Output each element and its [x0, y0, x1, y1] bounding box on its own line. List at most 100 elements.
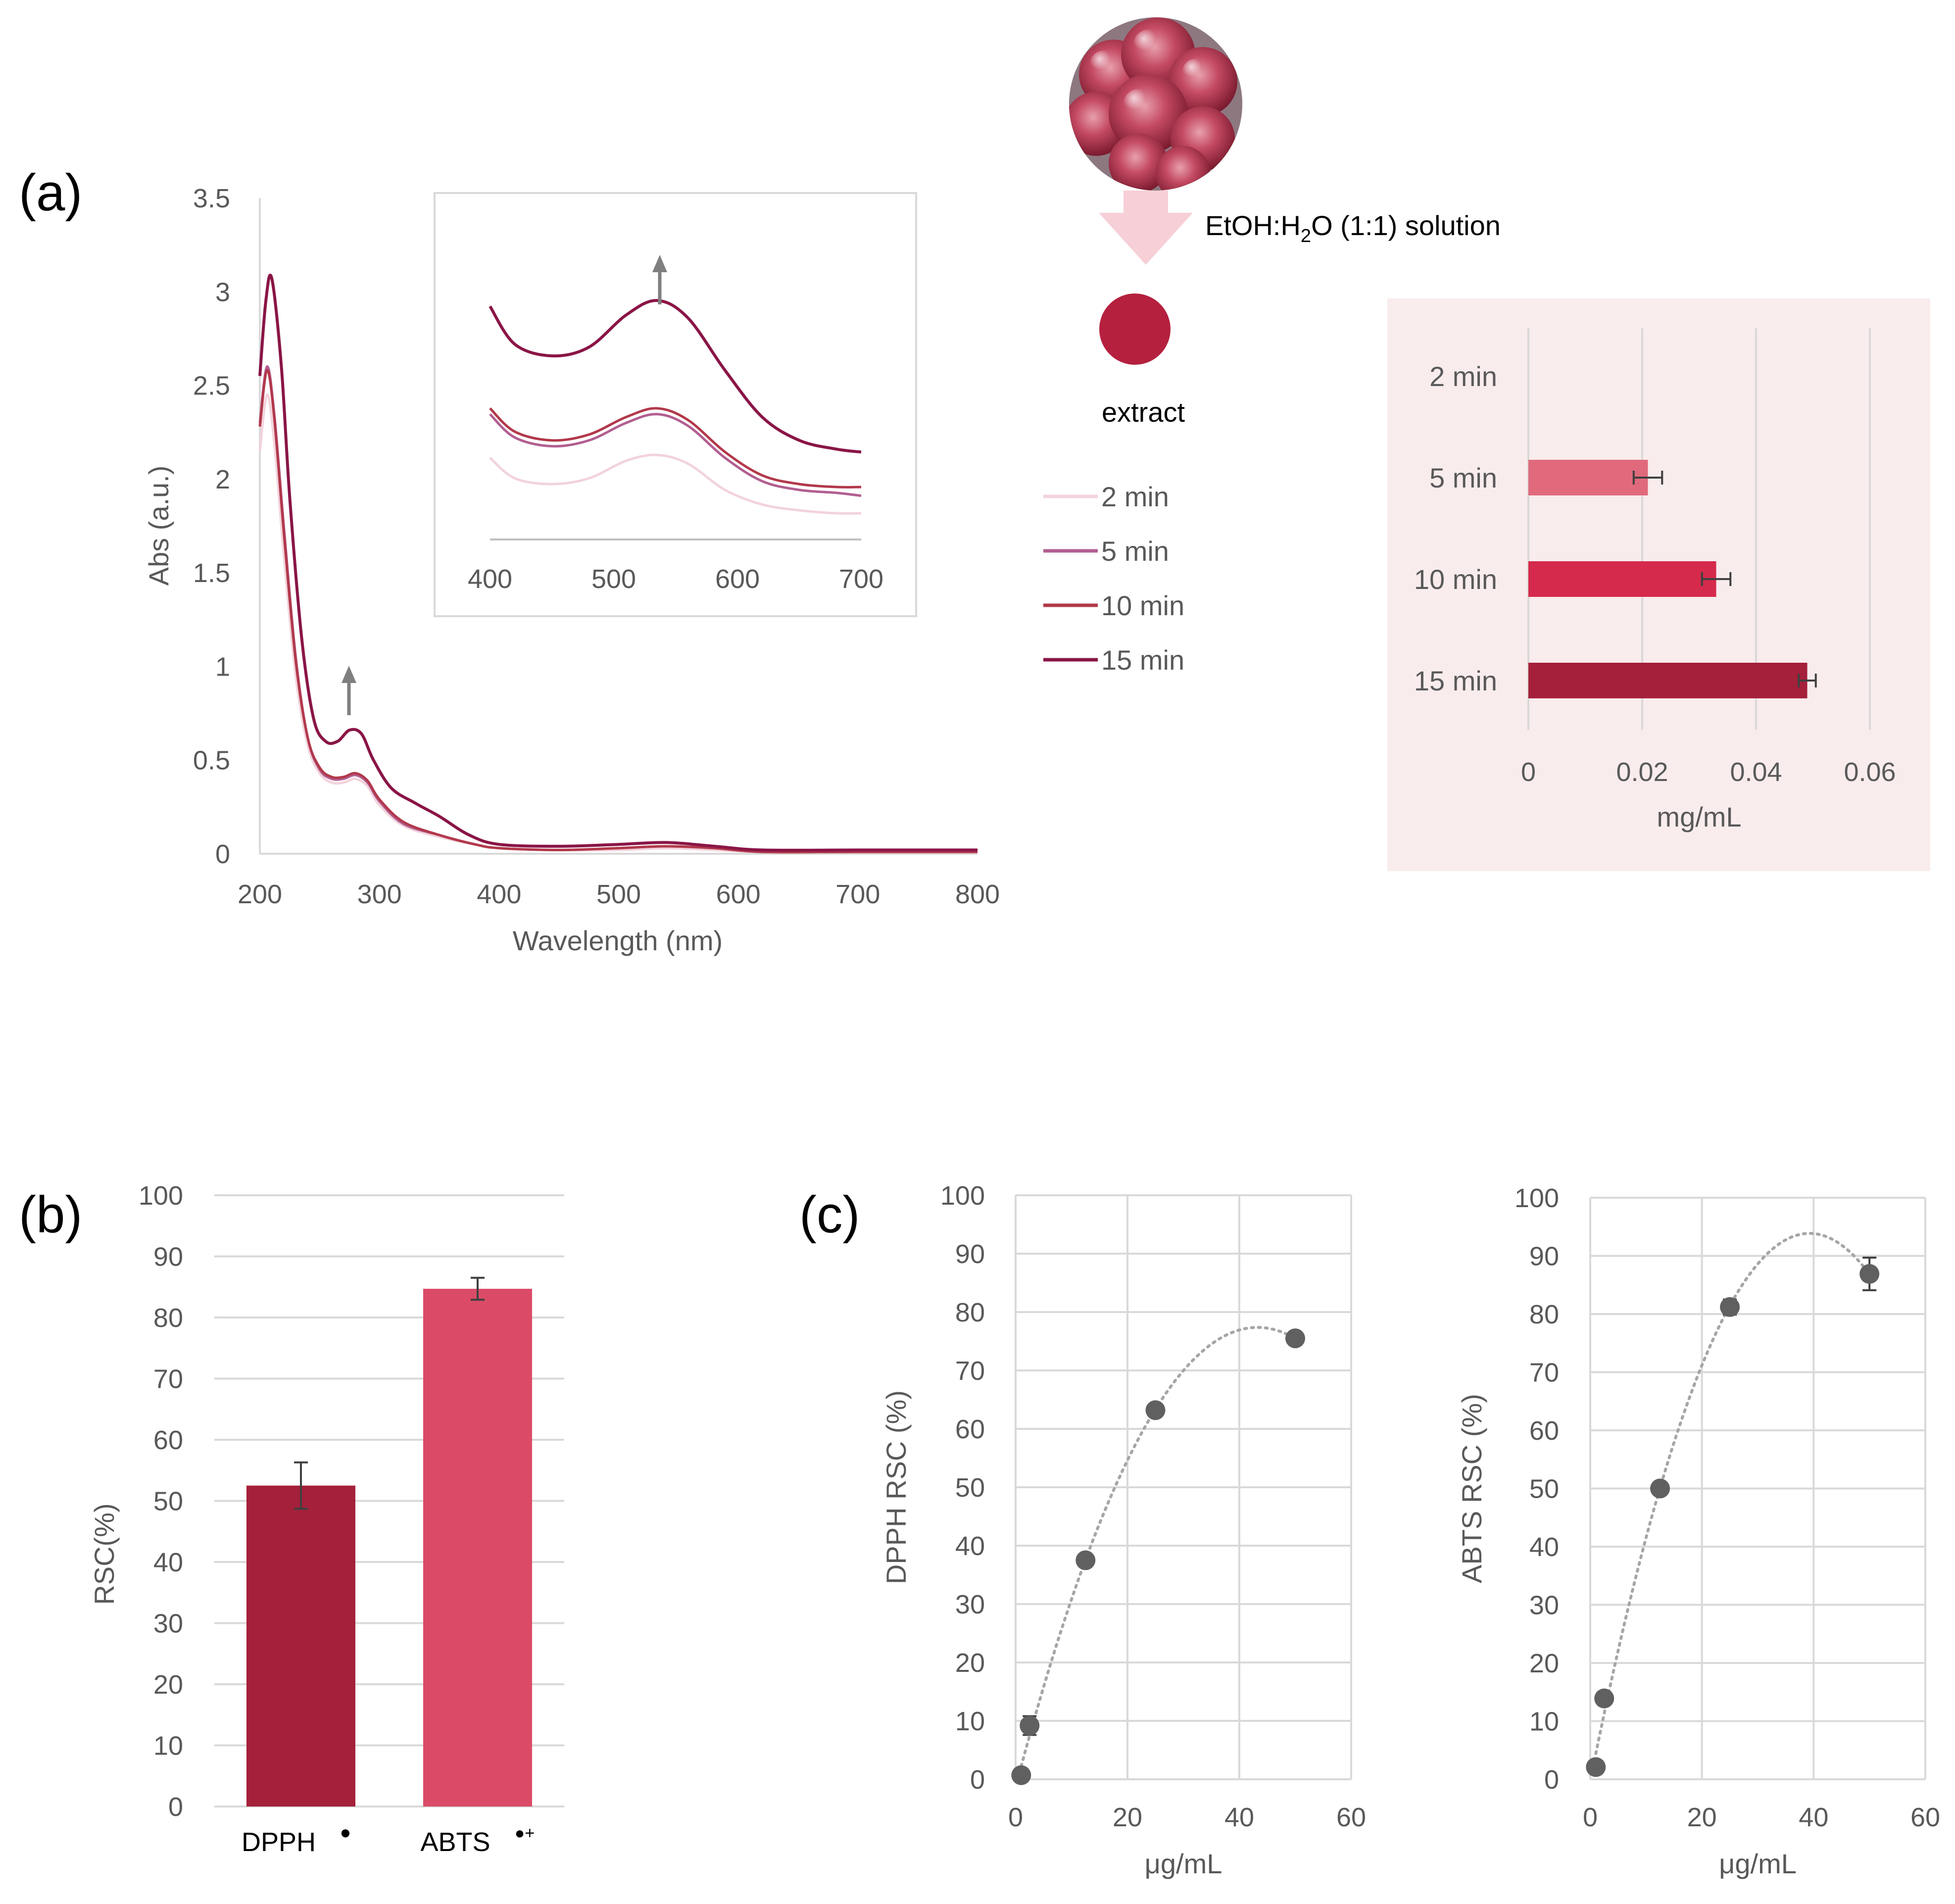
solution-label: EtOH:H2O (1:1) solution: [1205, 210, 1501, 246]
uv-vis-chart: 0 0.5 1 1.5 2 2.5 3 3.5 200 300 400 500 600 700 800 W…: [143, 184, 1184, 956]
extract-label: extract: [1102, 396, 1185, 428]
inset-x-tick-label: 600: [715, 564, 760, 594]
dose-y-tick-label: 80: [1529, 1300, 1559, 1329]
dose-y-tick-label: 40: [1529, 1532, 1559, 1562]
legend-label: 5 min: [1101, 536, 1169, 567]
dose-y-tick-label: 50: [1529, 1474, 1559, 1504]
panel-label-c: (c): [799, 1186, 860, 1244]
rsc-y-tick-label: 50: [153, 1487, 183, 1516]
inset-x-tick-label: 700: [839, 564, 883, 594]
dose-y-tick-label: 100: [1515, 1183, 1559, 1213]
uv-x-tick-label: 200: [238, 879, 282, 909]
dose-y-tick-label: 90: [1529, 1242, 1559, 1271]
dose-y-tick-label: 90: [955, 1239, 985, 1269]
uv-x-tick-label: 700: [835, 879, 880, 909]
dose-y-tick-label: 20: [955, 1648, 985, 1678]
dose-y-tick-label: 60: [1529, 1416, 1559, 1446]
content-bar: [1528, 460, 1648, 495]
uv-x-tick-label: 800: [955, 879, 1000, 909]
panel-label-a: (a): [19, 164, 82, 222]
extract-drop: [1099, 293, 1171, 365]
dose-y-tick-label: 60: [955, 1415, 985, 1444]
inset-series-line: [489, 413, 862, 497]
dose-y-tick-label: 0: [970, 1765, 985, 1795]
legend-label: 15 min: [1101, 644, 1184, 676]
content-bar: [1528, 663, 1808, 698]
panel-label-b: (b): [19, 1186, 82, 1244]
rsc-category-label: DPPH: [242, 1827, 316, 1857]
dose-y-axis-title: DPPH RSC (%): [880, 1390, 912, 1584]
dose-point: [1011, 1765, 1031, 1785]
rsc-error-bar: [294, 1461, 308, 1510]
dpph-dose-chart: 0 10 20 30 40 50 60 70 80 90 100 0 20 40 60 μg/mL DPPH R…: [880, 1181, 1366, 1879]
rsc-y-axis-title: RSC(%): [89, 1503, 120, 1605]
uv-y-tick-label: 3: [215, 277, 230, 307]
dose-point: [1285, 1328, 1305, 1349]
down-arrow: [1099, 191, 1193, 265]
uv-y-tick-label: 1: [215, 652, 230, 682]
content-category-label: 10 min: [1414, 564, 1497, 595]
content-error-bar: [1701, 572, 1732, 586]
legend-label: 10 min: [1101, 590, 1184, 621]
rsc-y-tick-label: 100: [139, 1181, 183, 1211]
rsc-y-tick-label: 80: [153, 1303, 183, 1333]
uv-x-axis-title: Wavelength (nm): [513, 925, 723, 956]
dose-x-tick-label: 60: [1336, 1803, 1366, 1832]
rsc-category-label: ABTS: [420, 1827, 490, 1857]
dose-point: [1650, 1478, 1670, 1499]
dose-point: [1020, 1715, 1040, 1736]
dose-x-axis-title: μg/mL: [1719, 1848, 1797, 1879]
inset-x-tick-label: 500: [591, 564, 636, 594]
uv-x-tick-label: 600: [716, 879, 761, 909]
dose-y-tick-label: 30: [955, 1590, 985, 1619]
rsc-y-tick-label: 70: [153, 1365, 183, 1394]
rsc-y-tick-label: 30: [153, 1609, 183, 1639]
dose-y-tick-label: 40: [955, 1531, 985, 1561]
dose-y-tick-label: 20: [1529, 1649, 1559, 1678]
inset-series-line: [489, 407, 862, 488]
rsc-category-superscript: ●+: [515, 1824, 535, 1843]
uv-series-line: [258, 393, 978, 853]
rsc-error-bar: [471, 1276, 485, 1301]
content-x-tick-label: 0: [1521, 757, 1536, 787]
dose-point: [1859, 1264, 1880, 1284]
dose-y-tick-label: 100: [940, 1181, 985, 1211]
rsc-y-tick-label: 40: [153, 1548, 183, 1577]
uv-series-line: [258, 369, 978, 854]
uv-y-tick-label: 3.5: [193, 184, 230, 213]
rsc-bar: [246, 1485, 355, 1806]
content-error-bar: [1632, 471, 1663, 485]
content-category-label: 5 min: [1429, 462, 1497, 493]
uv-y-tick-label: 0: [215, 839, 230, 869]
dose-x-tick-label: 60: [1910, 1803, 1940, 1832]
rsc-y-tick-label: 60: [153, 1425, 183, 1455]
content-bar: [1528, 561, 1716, 597]
dose-x-tick-label: 0: [1583, 1803, 1598, 1832]
dose-x-tick-label: 0: [1008, 1803, 1023, 1832]
rsc-y-tick-label: 90: [153, 1242, 183, 1272]
uv-y-tick-label: 0.5: [193, 746, 230, 776]
dose-y-tick-label: 80: [955, 1298, 985, 1327]
uv-x-tick-label: 400: [477, 879, 521, 909]
content-bar-chart: 0 0.02 0.04 0.06 2 min 5 min 10 min 15 min mg/…: [1387, 298, 1930, 871]
dose-y-tick-label: 10: [1529, 1707, 1559, 1737]
abts-dose-chart: 0 10 20 30 40 50 60 70 80 90 100 0 20 40 60 μg/mL ABTS R…: [1456, 1183, 1940, 1879]
dose-y-tick-label: 0: [1544, 1765, 1559, 1795]
beads-photo: [1069, 17, 1242, 191]
dose-point: [1594, 1688, 1614, 1709]
inset-series-line: [489, 453, 862, 515]
content-x-axis-title: mg/mL: [1657, 801, 1741, 832]
content-x-tick-label: 0.02: [1616, 757, 1668, 787]
dose-y-tick-label: 70: [955, 1356, 985, 1386]
dose-y-axis-title: ABTS RSC (%): [1456, 1394, 1487, 1583]
inset-series-line: [489, 299, 862, 454]
uv-x-tick-label: 500: [596, 879, 641, 909]
rsc-bar: [423, 1288, 532, 1806]
dose-y-tick-label: 50: [955, 1473, 985, 1503]
rsc-y-tick-label: 0: [168, 1792, 183, 1822]
uv-y-axis-title: Abs (a.u.): [143, 466, 174, 586]
legend-label: 2 min: [1101, 481, 1169, 512]
dose-y-tick-label: 30: [1529, 1591, 1559, 1620]
dose-point: [1145, 1400, 1166, 1420]
